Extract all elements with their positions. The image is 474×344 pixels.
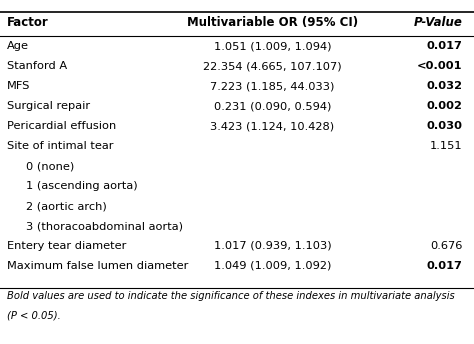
Text: 1.049 (1.009, 1.092): 1.049 (1.009, 1.092) [214,261,331,271]
Text: (P < 0.05).: (P < 0.05). [7,310,61,320]
Text: 0.017: 0.017 [426,41,462,52]
Text: 2 (aortic arch): 2 (aortic arch) [26,201,107,211]
Text: Surgical repair: Surgical repair [7,101,90,111]
Text: <0.001: <0.001 [417,61,462,72]
Text: 3 (thoracoabdominal aorta): 3 (thoracoabdominal aorta) [26,221,183,231]
Text: 1.017 (0.939, 1.103): 1.017 (0.939, 1.103) [214,241,331,251]
Text: 0.676: 0.676 [430,241,462,251]
Text: 3.423 (1.124, 10.428): 3.423 (1.124, 10.428) [210,121,335,131]
Text: Pericardial effusion: Pericardial effusion [7,121,116,131]
Text: 0.002: 0.002 [426,101,462,111]
Text: 1.151: 1.151 [429,141,462,151]
Text: Stanford A: Stanford A [7,61,67,72]
Text: 0.032: 0.032 [426,81,462,92]
Text: Maximum false lumen diameter: Maximum false lumen diameter [7,261,189,271]
Text: MFS: MFS [7,81,30,92]
Text: 0.017: 0.017 [426,261,462,271]
Text: Age: Age [7,41,29,52]
Text: Entery tear diameter: Entery tear diameter [7,241,127,251]
Text: 22.354 (4.665, 107.107): 22.354 (4.665, 107.107) [203,61,342,72]
Text: 0 (none): 0 (none) [26,161,74,171]
Text: Site of intimal tear: Site of intimal tear [7,141,114,151]
Text: 0.030: 0.030 [426,121,462,131]
Text: 1.051 (1.009, 1.094): 1.051 (1.009, 1.094) [214,41,331,52]
Text: 0.231 (0.090, 0.594): 0.231 (0.090, 0.594) [214,101,331,111]
Text: Bold values are used to indicate the significance of these indexes in multivaria: Bold values are used to indicate the sig… [7,291,455,301]
Text: 1 (ascending aorta): 1 (ascending aorta) [26,181,137,191]
Text: Factor: Factor [7,16,49,29]
Text: P-Value: P-Value [413,16,462,29]
Text: Multivariable OR (95% CI): Multivariable OR (95% CI) [187,16,358,29]
Text: 7.223 (1.185, 44.033): 7.223 (1.185, 44.033) [210,81,335,92]
